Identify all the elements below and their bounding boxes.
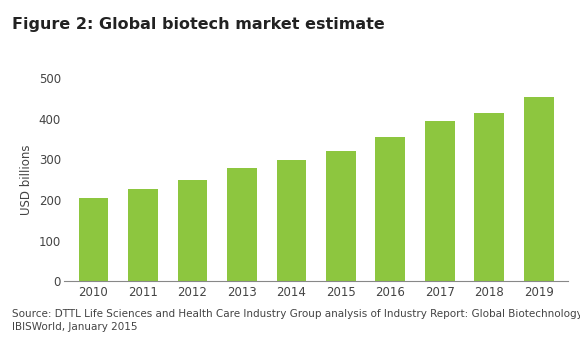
Text: Source: DTTL Life Sciences and Health Care Industry Group analysis of Industry R: Source: DTTL Life Sciences and Health Ca… — [12, 309, 580, 332]
Y-axis label: USD billions: USD billions — [20, 144, 33, 215]
Bar — [375, 137, 405, 281]
Bar — [79, 198, 108, 281]
Bar — [227, 168, 257, 281]
Bar — [474, 113, 504, 281]
Bar — [277, 160, 306, 281]
Bar — [524, 97, 553, 281]
Bar — [177, 180, 207, 281]
Bar — [128, 190, 158, 281]
Text: Figure 2: Global biotech market estimate: Figure 2: Global biotech market estimate — [12, 17, 385, 32]
Bar — [425, 121, 455, 281]
Bar — [326, 151, 356, 281]
